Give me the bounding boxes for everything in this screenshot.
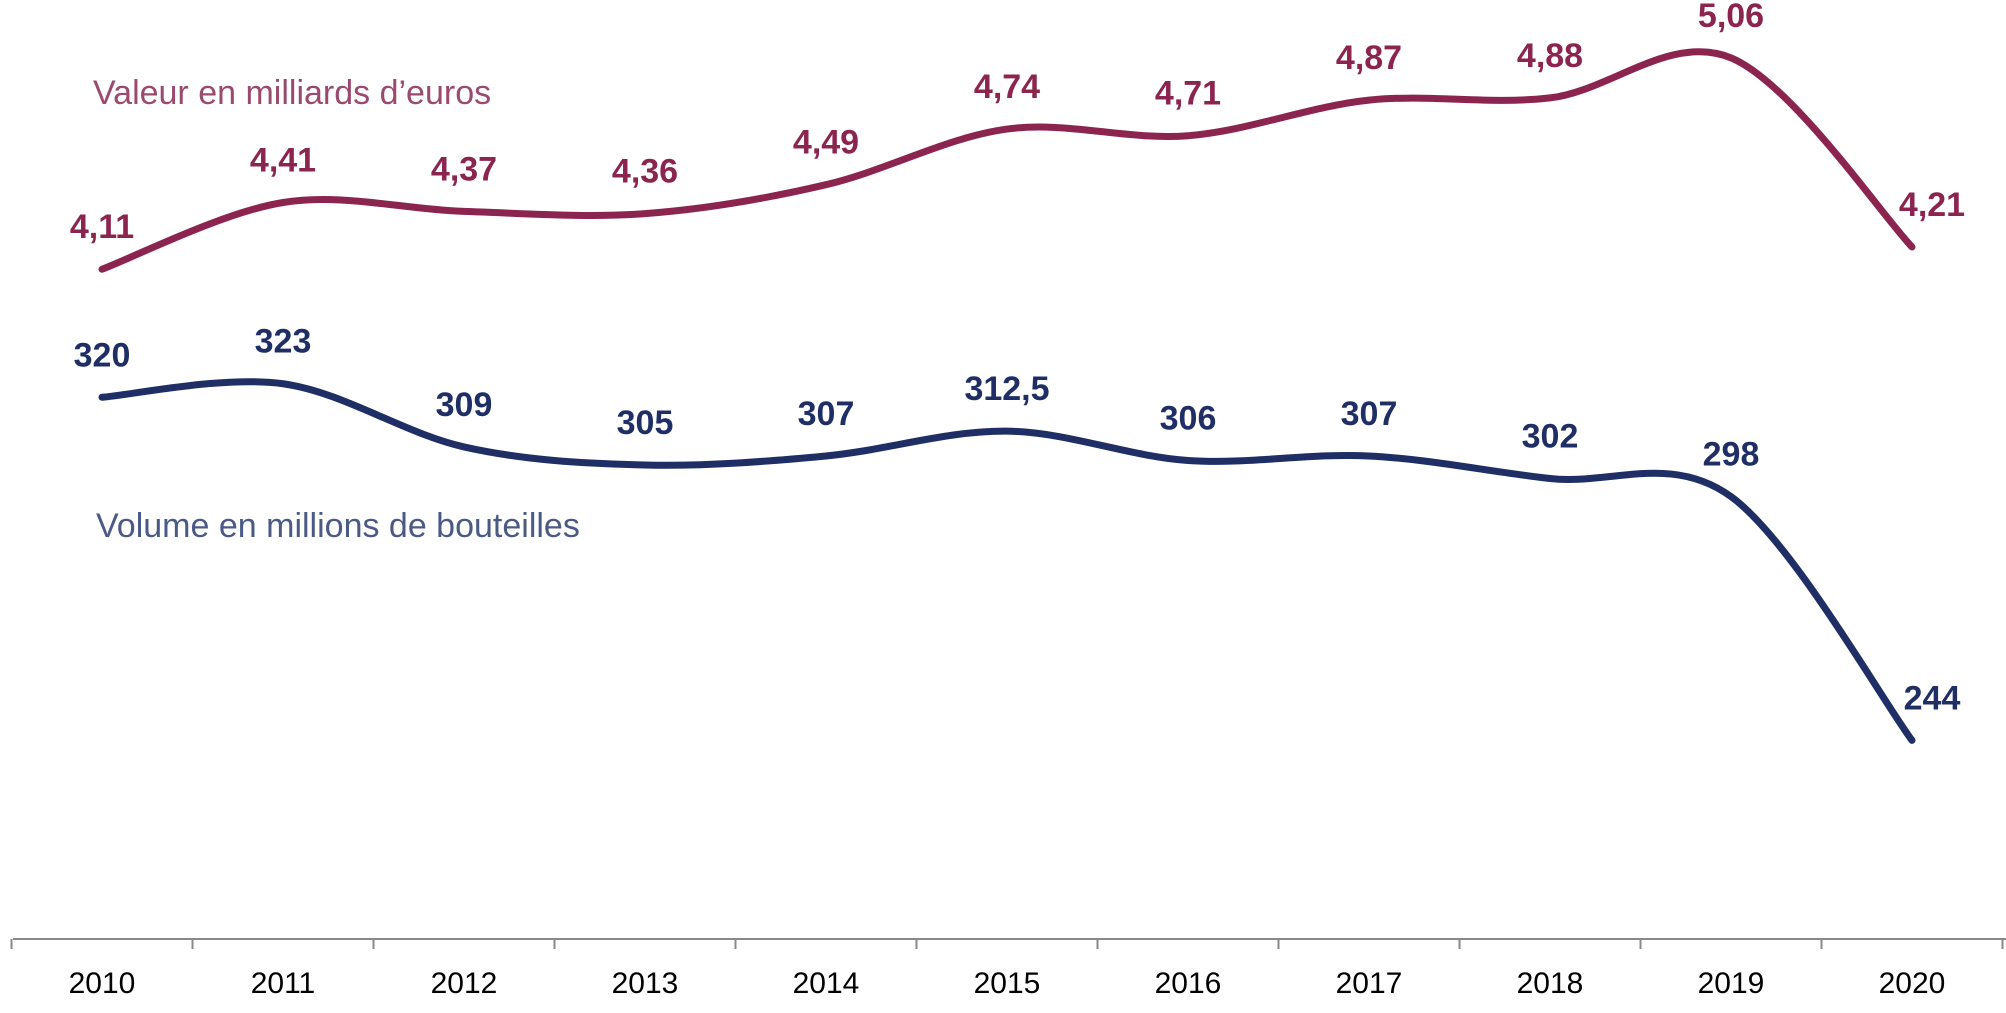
x-tick-label: 2011 [251, 967, 316, 1000]
x-tick-label: 2016 [1155, 967, 1222, 1000]
data-label: 5,06 [1698, 0, 1764, 35]
data-label: 244 [1904, 679, 1961, 717]
x-tick-label: 2019 [1698, 967, 1765, 1000]
data-label: 4,71 [1155, 75, 1221, 113]
data-label: 320 [74, 336, 131, 374]
x-tick-label: 2014 [793, 967, 860, 1000]
data-label: 307 [1341, 395, 1398, 433]
data-label: 4,49 [793, 124, 859, 162]
data-label: 4,37 [431, 150, 497, 188]
x-tick-label: 2010 [69, 967, 136, 1000]
series-label: Volume en millions de bouteilles [96, 507, 580, 545]
x-tick-label: 2017 [1336, 967, 1403, 1000]
data-label: 309 [436, 386, 493, 424]
data-label: 4,11 [70, 208, 134, 246]
data-label: 298 [1703, 436, 1760, 474]
data-label: 323 [255, 323, 312, 361]
data-label: 4,87 [1336, 39, 1402, 77]
line [98, 378, 1916, 744]
data-label: 307 [798, 395, 855, 433]
data-label: 4,74 [974, 68, 1040, 106]
data-label: 305 [617, 404, 674, 442]
x-tick-label: 2013 [612, 967, 679, 1000]
line [98, 48, 1916, 273]
series-label: Valeur en milliards d’euros [93, 74, 491, 112]
x-tick-label: 2012 [431, 967, 498, 1000]
x-tick-label: 2015 [974, 967, 1041, 1000]
x-tick-label: 2020 [1879, 967, 1946, 1000]
x-tick-label: 2018 [1517, 967, 1584, 1000]
data-label: 4,88 [1517, 37, 1583, 75]
data-label: 312,5 [964, 370, 1049, 408]
data-label: 4,21 [1899, 186, 1965, 224]
data-label: 306 [1160, 399, 1217, 437]
data-label: 4,41 [250, 141, 316, 179]
data-label: 302 [1522, 418, 1579, 456]
data-label: 4,36 [612, 153, 678, 191]
